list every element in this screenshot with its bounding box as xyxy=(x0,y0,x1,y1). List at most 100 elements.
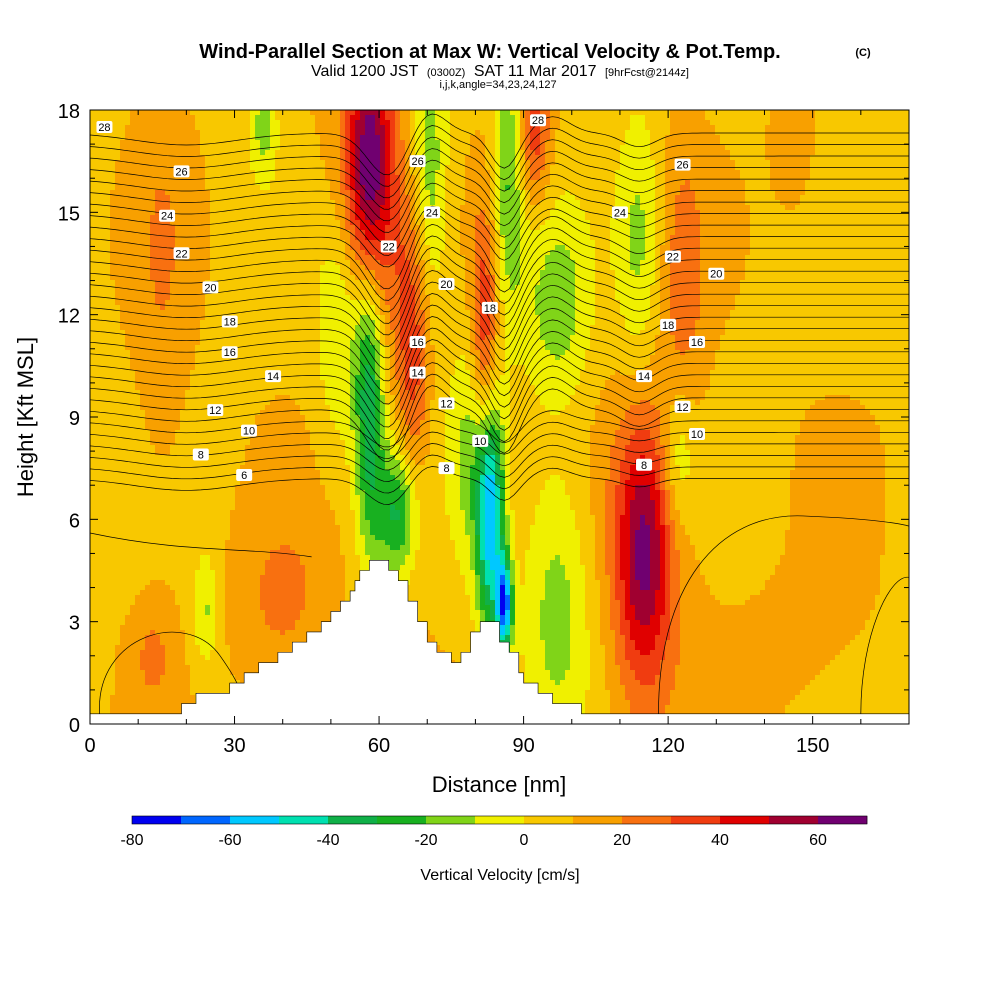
contour-label-text: 16 xyxy=(691,337,703,349)
x-tick-label: 60 xyxy=(368,735,390,757)
contour-label-text: 8 xyxy=(443,463,449,475)
colorbar-swatch xyxy=(181,816,230,824)
x-tick-label: 120 xyxy=(651,735,684,757)
contour-label-text: 24 xyxy=(614,207,626,219)
contour-label: 24 xyxy=(424,206,440,219)
contour-label: 16 xyxy=(410,336,426,349)
contour-label: 14 xyxy=(636,370,652,383)
y-tick-label: 12 xyxy=(58,306,80,328)
contour-label: 22 xyxy=(381,240,397,253)
colorbar-swatch xyxy=(426,816,475,824)
contour-label: 8 xyxy=(636,459,652,472)
contour-label-text: 8 xyxy=(641,460,647,472)
contour-label-text: 18 xyxy=(662,320,674,332)
contour-label-text: 22 xyxy=(175,248,187,260)
subtitle-valid: Valid 1200 JST xyxy=(311,63,419,80)
colorbar-tick-label: -40 xyxy=(316,832,339,849)
colorbar-swatch xyxy=(132,816,181,824)
contour-label-text: 28 xyxy=(532,115,544,127)
colorbar-tick-label: -80 xyxy=(120,832,143,849)
contour-label: 28 xyxy=(530,114,546,127)
contour-label: 22 xyxy=(174,247,190,260)
colorbar-label: Vertical Velocity [cm/s] xyxy=(420,867,579,884)
colorbar-swatch xyxy=(671,816,720,824)
contour-label-text: 22 xyxy=(383,241,395,253)
colorbar-swatch xyxy=(475,816,524,824)
y-tick-label: 0 xyxy=(69,715,80,737)
contour-label-text: 20 xyxy=(710,269,722,281)
colorbar-swatch xyxy=(769,816,818,824)
contour-label-text: 22 xyxy=(667,252,679,264)
x-tick-label: 30 xyxy=(223,735,245,757)
colorbar-tick-label: 0 xyxy=(520,832,529,849)
colorbar-tick-label: 40 xyxy=(711,832,729,849)
colorbar-swatch xyxy=(573,816,622,824)
contour-label: 16 xyxy=(689,336,705,349)
contour-label-text: 20 xyxy=(204,282,216,294)
contour-label: 26 xyxy=(675,159,691,172)
contour-label-text: 18 xyxy=(224,316,236,328)
contour-label-text: 10 xyxy=(691,429,703,441)
contour-label-text: 8 xyxy=(198,450,204,462)
contour-label-text: 28 xyxy=(98,122,110,134)
contour-label: 18 xyxy=(482,302,498,315)
subtitle-forecast: [9hrFcst@2144z] xyxy=(605,67,689,79)
contour-label-text: 12 xyxy=(209,405,221,417)
contour-label: 8 xyxy=(193,449,209,462)
contour-label: 28 xyxy=(96,121,112,134)
contour-label-text: 24 xyxy=(426,207,438,219)
contour-label: 10 xyxy=(472,435,488,448)
contour-label-text: 24 xyxy=(161,211,173,223)
contour-label-text: 18 xyxy=(484,303,496,315)
contour-label: 8 xyxy=(439,462,455,475)
contour-label: 26 xyxy=(410,155,426,168)
x-tick-label: 150 xyxy=(796,735,829,757)
contour-label-text: 26 xyxy=(175,166,187,178)
contour-label: 10 xyxy=(241,425,257,438)
contour-label-text: 16 xyxy=(224,347,236,359)
contour-label-text: 14 xyxy=(411,368,423,380)
contour-label-text: 14 xyxy=(267,371,279,383)
y-tick-label: 3 xyxy=(69,613,80,635)
plot-area: 28 26 24 22 20 18 16 14 12 10 8 6 28 26 24 22 20 18 16 14 12… xyxy=(90,110,911,726)
contour-label: 14 xyxy=(410,367,426,380)
contour-label-text: 20 xyxy=(440,279,452,291)
chart-title: Wind-Parallel Section at Max W: Vertical… xyxy=(199,41,780,63)
contour-label-text: 16 xyxy=(411,337,423,349)
colorbar-tick-label: -60 xyxy=(218,832,241,849)
contour-label: 20 xyxy=(202,281,218,294)
contour-label: 12 xyxy=(207,404,223,417)
contour-label: 24 xyxy=(159,210,175,223)
colorbar: -80 -60 -40 -20 0 20 40 60 xyxy=(120,816,867,849)
colorbar-swatch xyxy=(622,816,671,824)
colorbar-swatch xyxy=(818,816,867,824)
contour-label-text: 26 xyxy=(676,160,688,172)
contour-label: 18 xyxy=(660,319,676,332)
colorbar-swatch xyxy=(279,816,328,824)
figure: Wind-Parallel Section at Max W: Vertical… xyxy=(0,0,1000,1000)
contour-label: 12 xyxy=(675,401,691,414)
contour-label: 26 xyxy=(174,165,190,178)
colorbar-swatch xyxy=(230,816,279,824)
contour-label-text: 14 xyxy=(638,371,650,383)
y-tick-label: 9 xyxy=(69,408,80,430)
contour-label: 14 xyxy=(265,370,281,383)
colorbar-tick-label: 60 xyxy=(809,832,827,849)
contour-label-text: 6 xyxy=(241,470,247,482)
contour-label: 22 xyxy=(665,251,681,264)
contour-label-text: 10 xyxy=(474,436,486,448)
y-tick-label: 15 xyxy=(58,203,80,225)
y-tick-label: 18 xyxy=(58,101,80,123)
contour-label-text: 26 xyxy=(411,156,423,168)
x-tick-label: 0 xyxy=(84,735,95,757)
contour-label: 10 xyxy=(689,428,705,441)
colorbar-tick-label: 20 xyxy=(613,832,631,849)
contour-label-text: 10 xyxy=(243,426,255,438)
colorbar-tick-label: -20 xyxy=(414,832,437,849)
chart-subtitle: Valid 1200 JST (0300Z) SAT 11 Mar 2017 [… xyxy=(311,63,689,80)
contour-label-text: 12 xyxy=(440,398,452,410)
x-tick-label: 90 xyxy=(512,735,534,757)
colorbar-swatch xyxy=(328,816,377,824)
contour-label: 20 xyxy=(708,268,724,281)
contour-label-text: 12 xyxy=(676,402,688,414)
